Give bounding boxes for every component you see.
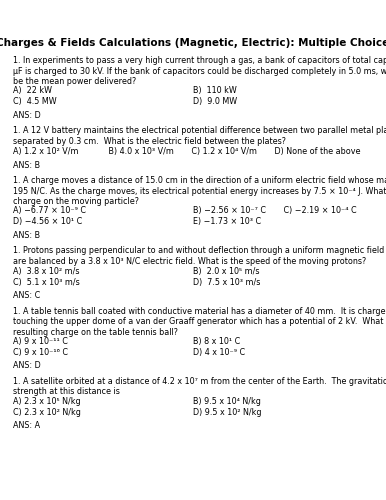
Text: ANS: B: ANS: B	[13, 160, 40, 170]
Text: ANS: D: ANS: D	[13, 110, 41, 120]
Text: B)  2.0 x 10⁵ m/s: B) 2.0 x 10⁵ m/s	[193, 267, 259, 276]
Text: A)  22 kW: A) 22 kW	[13, 86, 52, 96]
Text: B) 8 x 10¹ C: B) 8 x 10¹ C	[193, 337, 240, 346]
Text: C)  5.1 x 10³ m/s: C) 5.1 x 10³ m/s	[13, 278, 80, 286]
Text: 1. A table tennis ball coated with conductive material has a diameter of 40 mm. : 1. A table tennis ball coated with condu…	[13, 306, 386, 337]
Text: D) −4.56 × 10¹ C: D) −4.56 × 10¹ C	[13, 217, 82, 226]
Text: C) 9 x 10⁻¹⁶ C: C) 9 x 10⁻¹⁶ C	[13, 348, 68, 356]
Text: B)  110 kW: B) 110 kW	[193, 86, 237, 96]
Text: A) −6.77 × 10⁻⁹ C: A) −6.77 × 10⁻⁹ C	[13, 206, 86, 216]
Text: A)  3.8 x 10² m/s: A) 3.8 x 10² m/s	[13, 267, 80, 276]
Text: ANS: B: ANS: B	[13, 230, 40, 239]
Text: C) 2.3 x 10² N/kg: C) 2.3 x 10² N/kg	[13, 408, 81, 417]
Text: B) −2.56 × 10⁻⁷ C       C) −2.19 × 10⁻⁴ C: B) −2.56 × 10⁻⁷ C C) −2.19 × 10⁻⁴ C	[193, 206, 357, 216]
Text: 1. Protons passing perpendicular to and without deflection through a uniform mag: 1. Protons passing perpendicular to and …	[13, 246, 386, 266]
Text: C)  4.5 MW: C) 4.5 MW	[13, 97, 57, 106]
Text: ANS: C: ANS: C	[13, 291, 40, 300]
Text: 1. A 12 V battery maintains the electrical potential difference between two para: 1. A 12 V battery maintains the electric…	[13, 126, 386, 146]
Text: ANS: A: ANS: A	[13, 422, 40, 430]
Text: D)  7.5 x 10³ m/s: D) 7.5 x 10³ m/s	[193, 278, 261, 286]
Text: 1. A satellite orbited at a distance of 4.2 x 10⁷ m from the center of the Earth: 1. A satellite orbited at a distance of …	[13, 376, 386, 396]
Text: E) −1.73 × 10³ C: E) −1.73 × 10³ C	[193, 217, 261, 226]
Text: B) 9.5 x 10⁴ N/kg: B) 9.5 x 10⁴ N/kg	[193, 398, 261, 406]
Text: D) 4 x 10⁻⁹ C: D) 4 x 10⁻⁹ C	[193, 348, 245, 356]
Text: D)  9.0 MW: D) 9.0 MW	[193, 97, 237, 106]
Text: Charges & Fields Calculations (Magnetic, Electric): Multiple Choice: Charges & Fields Calculations (Magnetic,…	[0, 38, 386, 48]
Text: D) 9.5 x 10² N/kg: D) 9.5 x 10² N/kg	[193, 408, 261, 417]
Text: 1. A charge moves a distance of 15.0 cm in the direction of a uniform electric f: 1. A charge moves a distance of 15.0 cm …	[13, 176, 386, 206]
Text: A) 9 x 10⁻¹¹ C: A) 9 x 10⁻¹¹ C	[13, 337, 68, 346]
Text: ANS: D: ANS: D	[13, 361, 41, 370]
Text: A) 1.2 x 10² V/m            B) 4.0 x 10³ V/m       C) 1.2 x 10⁴ V/m       D) Non: A) 1.2 x 10² V/m B) 4.0 x 10³ V/m C) 1.2…	[13, 147, 361, 156]
Text: 1. In experiments to pass a very high current through a gas, a bank of capacitor: 1. In experiments to pass a very high cu…	[13, 56, 386, 86]
Text: A) 2.3 x 10⁵ N/kg: A) 2.3 x 10⁵ N/kg	[13, 398, 81, 406]
